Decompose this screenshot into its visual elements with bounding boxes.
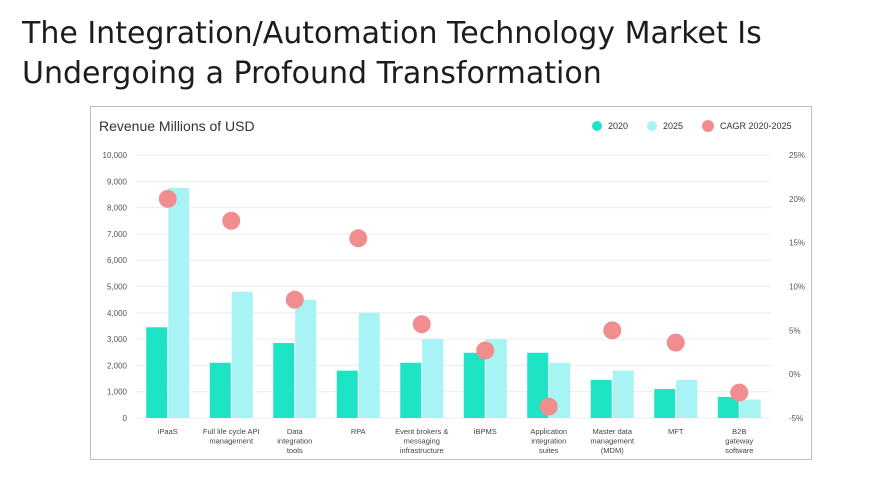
y-left-tick-label: 1,000: [107, 388, 128, 397]
x-category-label-line: Event brokers &: [395, 427, 448, 436]
x-category-label: Data integration tools: [277, 427, 312, 455]
bar-2025: [295, 299, 317, 418]
x-category-label-line: software: [725, 446, 753, 455]
legend-label-cagr: CAGR 2020-2025: [720, 121, 792, 131]
x-category-label-line: Master data: [592, 427, 632, 436]
y-right-tick-label: -5%: [789, 414, 803, 423]
y-left-tick-label: 10,000: [103, 151, 128, 160]
chart-frame: Revenue Millions of USD 2020 2025 CAGR 2…: [90, 106, 812, 460]
bar-2025: [358, 312, 380, 418]
y-left-tick-label: 2,000: [107, 361, 128, 370]
x-category-label-line: suites: [539, 446, 559, 455]
x-category-label: Event brokers & messaging infrastructure: [395, 427, 448, 455]
x-category-label-line: infrastructure: [400, 446, 444, 455]
slide-title: The Integration/Automation Technology Ma…: [22, 14, 862, 94]
bar-2025: [612, 370, 634, 418]
legend-swatch-2020: [592, 121, 602, 131]
legend-label-2025: 2025: [663, 121, 683, 131]
legend-swatch-2025: [647, 121, 657, 131]
y-right-tick-label: 25%: [789, 151, 805, 160]
x-category-label-line: iBPMS: [474, 427, 497, 436]
cagr-point: [349, 229, 368, 248]
x-category-label-line: management: [209, 437, 254, 446]
x-category-label-line: integration: [277, 437, 312, 446]
chart-title: Revenue Millions of USD: [99, 118, 255, 134]
cagr-point: [603, 321, 622, 340]
x-category-label: iBPMS: [474, 427, 497, 436]
x-category-label: Master data management (MDM): [590, 427, 635, 455]
y-right-tick-label: 10%: [789, 283, 805, 292]
y-axis-right: -5% 0% 5% 10% 15% 20% 25%: [789, 151, 805, 423]
bar-2020: [209, 362, 231, 418]
bar-2025: [676, 379, 698, 418]
y-right-tick-label: 15%: [789, 239, 805, 248]
x-category-label-line: integration: [531, 437, 566, 446]
y-left-tick-label: 9,000: [107, 177, 128, 186]
y-right-tick-label: 5%: [789, 326, 801, 335]
x-category-label-line: Data: [287, 427, 304, 436]
bar-2025: [485, 339, 507, 418]
x-category-label: Application integration suites: [530, 427, 567, 455]
bar-2020: [654, 389, 676, 418]
x-category-label-line: iPaaS: [158, 427, 178, 436]
bar-2025: [739, 399, 761, 418]
x-category-label-line: tools: [287, 446, 303, 455]
x-category-label: MFT: [668, 427, 684, 436]
cagr-point: [158, 189, 177, 208]
bar-2025: [422, 339, 444, 418]
legend-swatch-cagr: [702, 120, 714, 132]
cagr-point: [222, 211, 241, 230]
legend-label-2020: 2020: [608, 121, 628, 131]
x-category-label: Full life cycle API management: [203, 427, 260, 446]
cagr-points: [158, 189, 749, 416]
x-category-label-line: Application: [530, 427, 567, 436]
x-category-label-line: B2B: [732, 427, 746, 436]
x-category-label-line: Full life cycle API: [203, 427, 260, 436]
x-category-label-line: gateway: [725, 437, 753, 446]
legend: 2020 2025 CAGR 2020-2025: [592, 120, 792, 132]
bar-2020: [273, 343, 295, 418]
cagr-point: [285, 290, 304, 309]
bars: [146, 187, 761, 418]
y-right-tick-label: 20%: [789, 195, 805, 204]
slide-title-line-1: The Integration/Automation Technology Ma…: [22, 16, 762, 51]
bar-2020: [717, 396, 739, 418]
cagr-point: [412, 315, 431, 334]
y-left-tick-label: 3,000: [107, 335, 128, 344]
y-right-tick-label: 0%: [789, 370, 801, 379]
x-category-label: B2B gateway software: [725, 427, 753, 455]
y-left-tick-label: 8,000: [107, 204, 128, 213]
bar-2025: [168, 187, 190, 418]
cagr-point: [666, 333, 685, 352]
bar-2020: [590, 379, 612, 418]
y-left-tick-label: 6,000: [107, 256, 128, 265]
x-category-label-line: RPA: [351, 427, 366, 436]
y-left-tick-label: 0: [123, 414, 128, 423]
bar-2020: [463, 352, 485, 418]
x-category-label-line: messaging: [404, 437, 440, 446]
cagr-point: [539, 397, 558, 416]
x-category-label-line: management: [590, 437, 635, 446]
x-category-label: iPaaS: [158, 427, 178, 436]
slide-title-line-2: Undergoing a Profound Transformation: [22, 56, 602, 91]
y-left-tick-label: 5,000: [107, 283, 128, 292]
gridlines: [136, 154, 771, 419]
y-left-tick-label: 4,000: [107, 309, 128, 318]
revenue-chart: Revenue Millions of USD 2020 2025 CAGR 2…: [99, 118, 805, 455]
y-left-tick-label: 7,000: [107, 230, 128, 239]
bar-2020: [146, 327, 168, 418]
x-category-label-line: MFT: [668, 427, 684, 436]
cagr-point: [730, 383, 749, 402]
x-category-label-line: (MDM): [601, 446, 624, 455]
y-axis-left: 0 1,000 2,000 3,000 4,000 5,000 6,000 7,000 8,00…: [103, 151, 128, 423]
x-category-label: RPA: [351, 427, 366, 436]
bar-2025: [231, 291, 253, 418]
cagr-point: [476, 341, 495, 360]
bar-2020: [400, 362, 422, 418]
bar-2020: [336, 370, 358, 418]
